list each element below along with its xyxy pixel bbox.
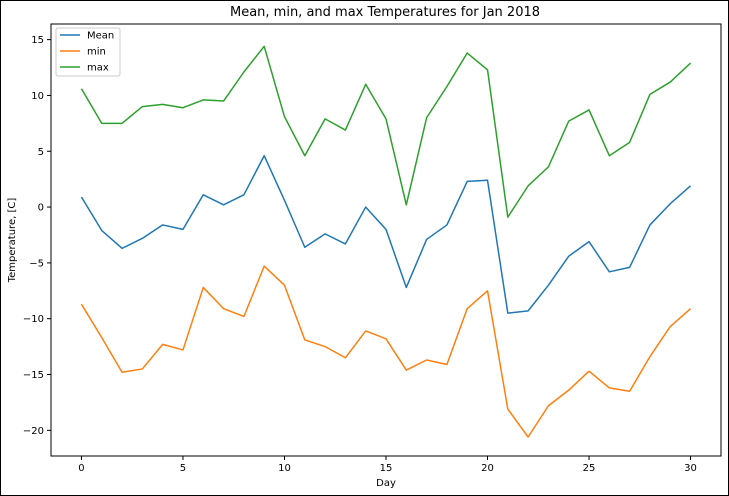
legend: Mean min max xyxy=(55,27,121,77)
y-tick-label: 5 xyxy=(38,147,44,158)
plot-area xyxy=(50,23,722,457)
y-axis-label: Temperature, [C] xyxy=(7,198,18,284)
y-tick-label: 10 xyxy=(31,91,44,102)
x-axis: 0 5 10 15 20 25 30 xyxy=(78,456,697,474)
series-line-max xyxy=(80,45,692,218)
y-tick-label: −15 xyxy=(23,370,44,381)
y-tick-label: −5 xyxy=(29,258,44,269)
x-tick-label: 20 xyxy=(481,463,494,474)
series-layer xyxy=(80,45,692,438)
series-line-min xyxy=(80,265,692,438)
y-axis: −20 −15 −10 −5 0 5 10 15 xyxy=(23,35,51,437)
x-tick-label: 30 xyxy=(684,463,697,474)
y-tick-label: −10 xyxy=(23,314,44,325)
legend-label-max: max xyxy=(87,63,109,74)
x-tick-label: 0 xyxy=(78,463,84,474)
y-tick-label: 0 xyxy=(38,203,44,214)
x-tick-label: 10 xyxy=(278,463,291,474)
x-axis-label: Day xyxy=(376,478,396,489)
y-tick-label: 15 xyxy=(31,35,44,46)
legend-label-min: min xyxy=(87,47,106,58)
series-line-mean xyxy=(80,154,692,314)
y-tick-label: −20 xyxy=(23,426,44,437)
x-tick-label: 5 xyxy=(180,463,186,474)
x-tick-label: 25 xyxy=(583,463,596,474)
x-tick-label: 15 xyxy=(380,463,393,474)
chart-title: Mean, min, and max Temperatures for Jan … xyxy=(230,5,540,20)
legend-label-mean: Mean xyxy=(87,31,114,42)
